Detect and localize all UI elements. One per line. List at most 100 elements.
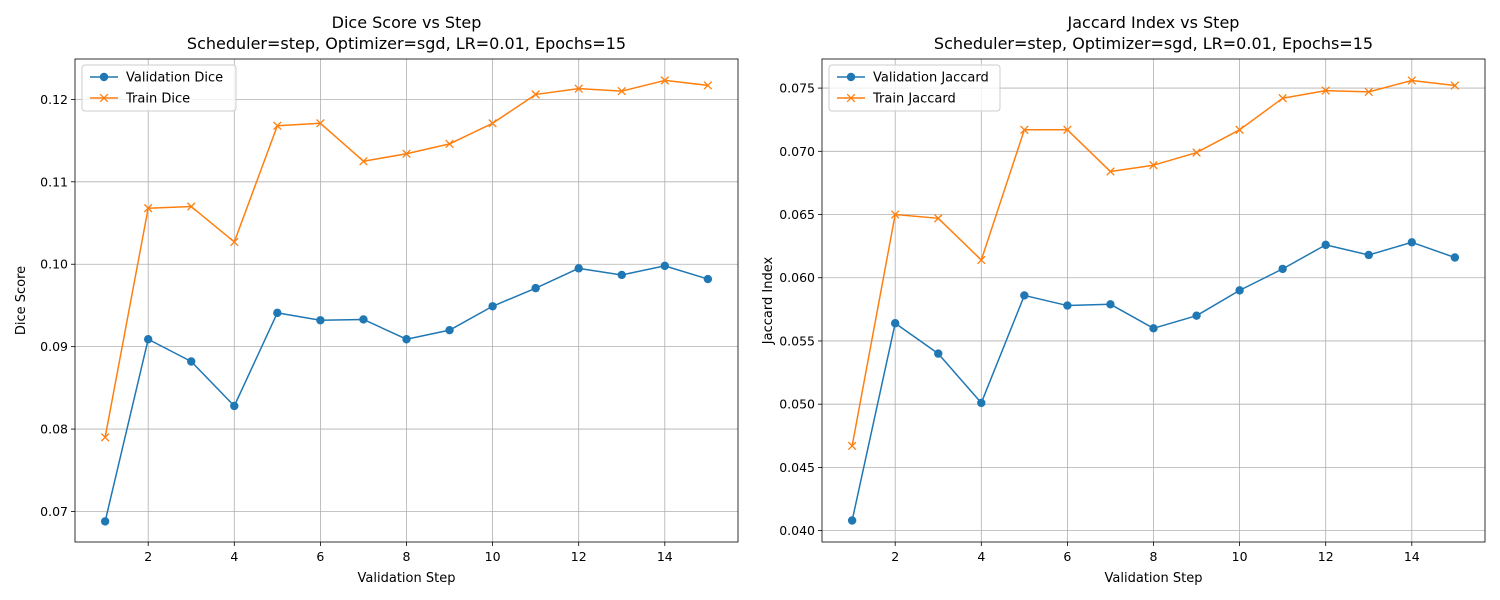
series-1 xyxy=(847,238,1460,525)
data-point xyxy=(187,357,196,366)
data-point xyxy=(1407,76,1417,85)
legend-swatch-marker xyxy=(846,72,856,82)
x-tick-label: 10 xyxy=(485,549,501,564)
data-point xyxy=(1149,324,1158,333)
x-tick-label: 4 xyxy=(977,549,985,564)
legend: Validation Dice Train Dice xyxy=(81,64,237,112)
data-point xyxy=(934,349,943,358)
x-tick-label: 6 xyxy=(1063,549,1071,564)
data-point xyxy=(1020,125,1029,135)
data-point xyxy=(359,156,368,166)
data-point xyxy=(933,214,943,223)
x-tick-label: 14 xyxy=(657,549,673,564)
data-point xyxy=(143,335,153,344)
data-point xyxy=(1321,240,1330,250)
data-point xyxy=(100,433,110,442)
data-point xyxy=(977,398,986,408)
y-axis-ticks: 0.07 0.08 0.09 0.10 0.11 0.12 xyxy=(40,92,75,519)
x-tick-label: 8 xyxy=(1150,549,1158,564)
axes-frame xyxy=(74,58,739,543)
data-point xyxy=(143,203,153,213)
data-point xyxy=(100,517,110,526)
y-tick-label: 0.070 xyxy=(779,144,815,159)
data-point xyxy=(1278,264,1287,274)
data-point xyxy=(1063,301,1072,310)
data-point xyxy=(273,308,282,318)
y-tick-label: 0.075 xyxy=(779,81,815,96)
data-point xyxy=(230,237,239,247)
axes-frame xyxy=(821,58,1486,543)
legend-box xyxy=(81,64,237,112)
data-point xyxy=(977,255,986,265)
data-point xyxy=(1106,167,1115,176)
y-tick-label: 0.11 xyxy=(40,174,68,189)
y-tick-label: 0.060 xyxy=(779,270,815,285)
data-point xyxy=(847,516,857,525)
data-point xyxy=(1407,238,1417,247)
legend-entry: Train Jaccard xyxy=(837,92,956,107)
x-axis-ticks: 2 4 6 8 10 12 14 xyxy=(891,542,1420,564)
data-point xyxy=(402,335,411,344)
grid xyxy=(822,59,1485,542)
data-point xyxy=(1235,286,1244,295)
data-point xyxy=(445,139,454,149)
data-point xyxy=(617,86,627,96)
x-tick-label: 2 xyxy=(891,549,899,564)
y-axis-label: Dice Score xyxy=(14,266,29,335)
y-tick-label: 0.065 xyxy=(779,207,815,222)
legend-swatch-marker xyxy=(99,93,109,103)
chart-subtitle: Scheduler=step, Optimizer=sgd, LR=0.01, … xyxy=(187,34,626,53)
data-point xyxy=(1364,87,1374,97)
data-point xyxy=(1149,160,1158,170)
chart-subtitle: Scheduler=step, Optimizer=sgd, LR=0.01, … xyxy=(934,34,1373,53)
data-point xyxy=(1192,311,1201,320)
data-point xyxy=(402,149,411,159)
data-point xyxy=(359,315,368,324)
y-tick-label: 0.12 xyxy=(40,92,68,107)
x-tick-label: 10 xyxy=(1232,549,1248,564)
data-point xyxy=(660,261,670,271)
legend-entry: Train Dice xyxy=(90,92,190,107)
data-point xyxy=(574,84,583,93)
legend-box xyxy=(828,64,1001,112)
legend-label: Validation Dice xyxy=(126,71,223,86)
data-point xyxy=(703,274,713,284)
data-point xyxy=(1192,148,1201,157)
data-point xyxy=(273,121,282,131)
data-point xyxy=(890,210,900,219)
legend-swatch-marker xyxy=(846,93,856,103)
legend-label: Validation Jaccard xyxy=(873,71,989,86)
legend-entry: Validation Jaccard xyxy=(837,71,989,86)
y-tick-label: 0.09 xyxy=(40,339,68,354)
legend-entry: Validation Dice xyxy=(90,71,223,86)
data-point xyxy=(445,325,454,335)
x-tick-label: 12 xyxy=(571,549,587,564)
subplot-2: 2 4 6 8 10 12 14 0.040 0.045 0.050 0.055 0.060 0.065… xyxy=(761,13,1486,586)
data-point xyxy=(1020,291,1029,300)
x-axis-ticks: 2 4 6 8 10 12 14 xyxy=(144,542,673,564)
data-point xyxy=(316,119,325,128)
y-tick-label: 0.040 xyxy=(779,523,815,538)
legend: Validation Jaccard Train Jaccard xyxy=(828,64,1001,112)
data-point xyxy=(1235,125,1244,135)
data-point xyxy=(890,319,900,328)
data-point xyxy=(230,401,239,411)
chart-title: Dice Score vs Step xyxy=(332,13,482,32)
series-2 xyxy=(100,76,713,442)
data-point xyxy=(1450,253,1460,262)
data-point xyxy=(531,283,540,293)
x-tick-label: 4 xyxy=(230,549,238,564)
data-point xyxy=(1450,81,1460,90)
data-point xyxy=(1364,250,1373,260)
x-tick-label: 12 xyxy=(1318,549,1334,564)
data-point xyxy=(1321,86,1330,95)
data-point xyxy=(1063,125,1072,135)
y-axis-label: Jaccard Index xyxy=(761,257,776,346)
y-tick-label: 0.055 xyxy=(779,333,815,348)
x-tick-label: 8 xyxy=(403,549,411,564)
series-1 xyxy=(100,261,713,526)
y-tick-label: 0.050 xyxy=(779,397,815,412)
data-point xyxy=(316,316,325,325)
data-point xyxy=(574,264,583,273)
chart-title: Jaccard Index vs Step xyxy=(1067,13,1240,32)
